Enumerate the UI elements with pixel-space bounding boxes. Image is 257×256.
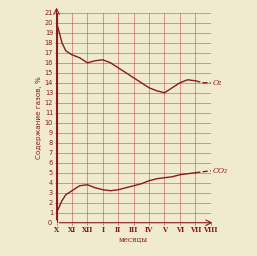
Y-axis label: Содержание газов, %: Содержание газов, % — [36, 76, 42, 159]
X-axis label: месяцы: месяцы — [119, 236, 148, 243]
Text: 0: 0 — [48, 220, 52, 226]
Text: CO₂: CO₂ — [213, 167, 228, 175]
Text: O₂: O₂ — [213, 79, 222, 87]
